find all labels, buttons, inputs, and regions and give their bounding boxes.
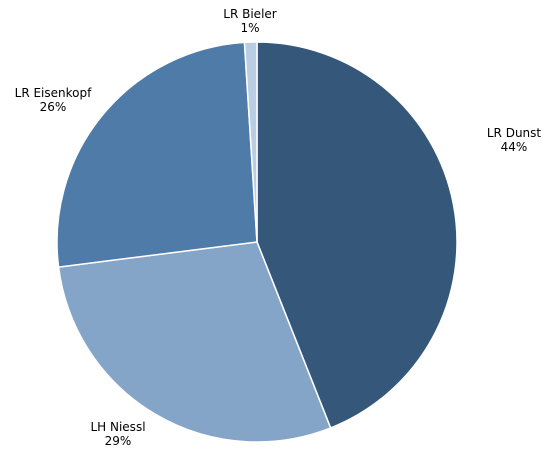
pie-slice-lr-eisenkopf [56, 41, 258, 268]
slice-label-name: LH Niessl [90, 420, 145, 434]
pie-slice-lr-dunst [256, 41, 458, 429]
pie-slice-lr-bieler [243, 41, 258, 243]
slice-label-value: 44% [501, 140, 528, 154]
pie-slice-lh-niessl [57, 241, 332, 443]
slice-label-name: LR Dunst [487, 126, 542, 140]
slice-label-value: 26% [40, 100, 67, 114]
slice-label-lr-eisenkopf: LR Eisenkopf 26% [15, 86, 92, 114]
pie-labels: LR Dunst 44%LH Niessl 29%LR Eisenkopf 26%LR… [15, 7, 542, 448]
slice-label-lr-dunst: LR Dunst 44% [487, 126, 542, 154]
pie-slices [56, 41, 458, 443]
slice-label-lh-niessl: LH Niessl 29% [90, 420, 145, 448]
slice-label-value: 1% [240, 21, 259, 35]
slice-label-name: LR Eisenkopf [15, 86, 92, 100]
slice-label-name: LR Bieler [223, 7, 277, 21]
slice-label-lr-bieler: LR Bieler 1% [223, 7, 277, 35]
slice-label-value: 29% [105, 434, 132, 448]
